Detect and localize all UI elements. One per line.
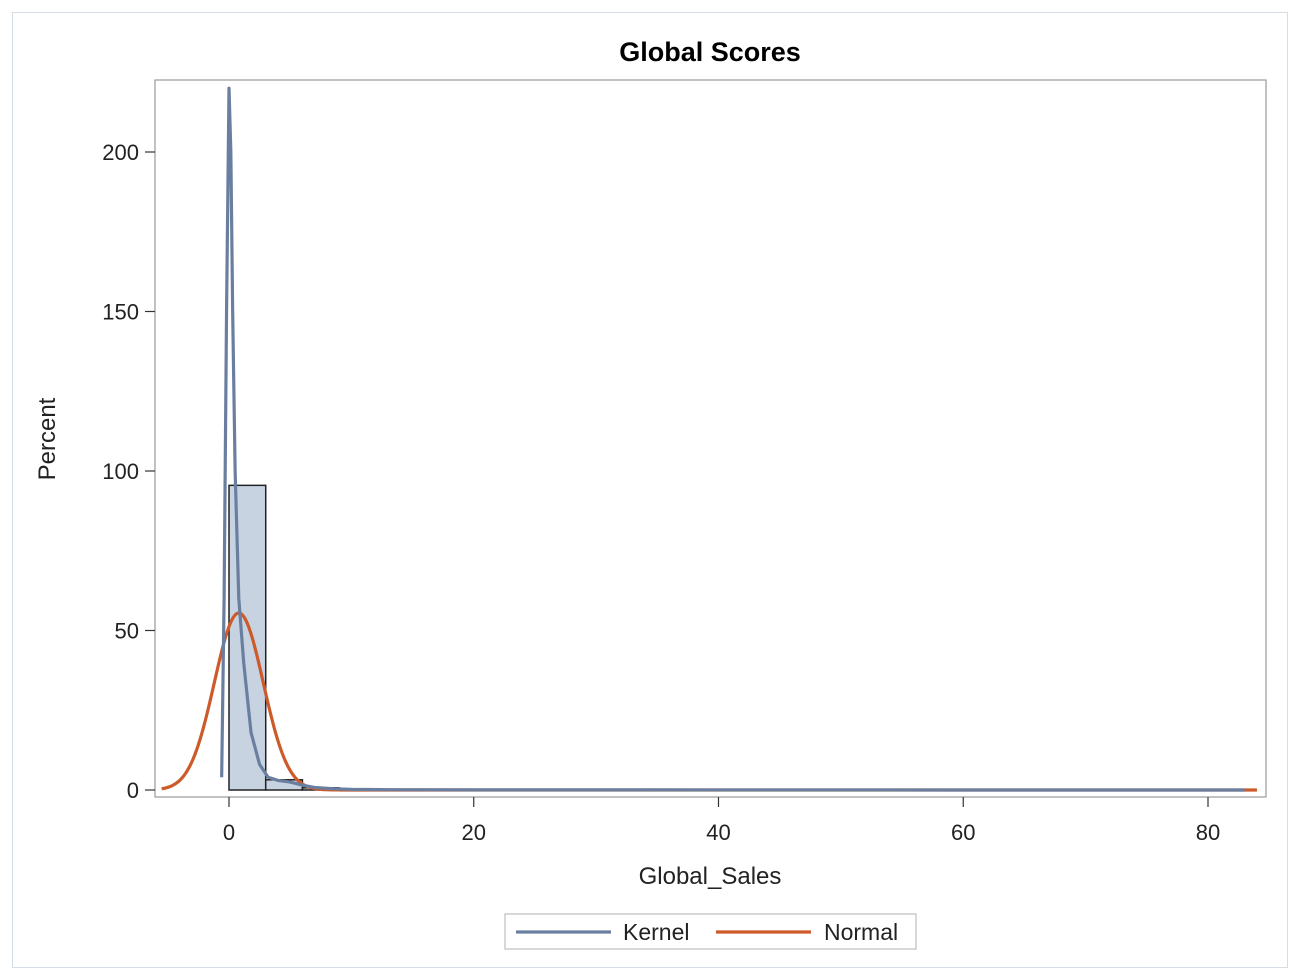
- histogram-bar: [228, 484, 267, 791]
- y-tick-label: 0: [127, 778, 139, 803]
- x-tick-label: 20: [462, 820, 486, 845]
- y-tick-label: 150: [102, 300, 139, 325]
- chart-title: Global Scores: [619, 37, 801, 67]
- x-tick-label: 60: [951, 820, 975, 845]
- series-kernel-line: [220, 86, 1245, 792]
- y-tick-label: 100: [102, 459, 139, 484]
- series-normal-line: [161, 611, 1257, 792]
- legend-label-kernel: Kernel: [623, 919, 689, 945]
- x-tick-label: 80: [1196, 820, 1220, 845]
- x-tick-label: 0: [223, 820, 235, 845]
- y-tick-label: 50: [115, 619, 139, 644]
- y-axis-title: Percent: [34, 397, 61, 480]
- x-axis-title: Global_Sales: [639, 863, 782, 890]
- plot-area: [154, 79, 1267, 798]
- y-tick-label: 200: [102, 140, 139, 165]
- x-tick-label: 40: [706, 820, 730, 845]
- legend-label-normal: Normal: [824, 919, 898, 945]
